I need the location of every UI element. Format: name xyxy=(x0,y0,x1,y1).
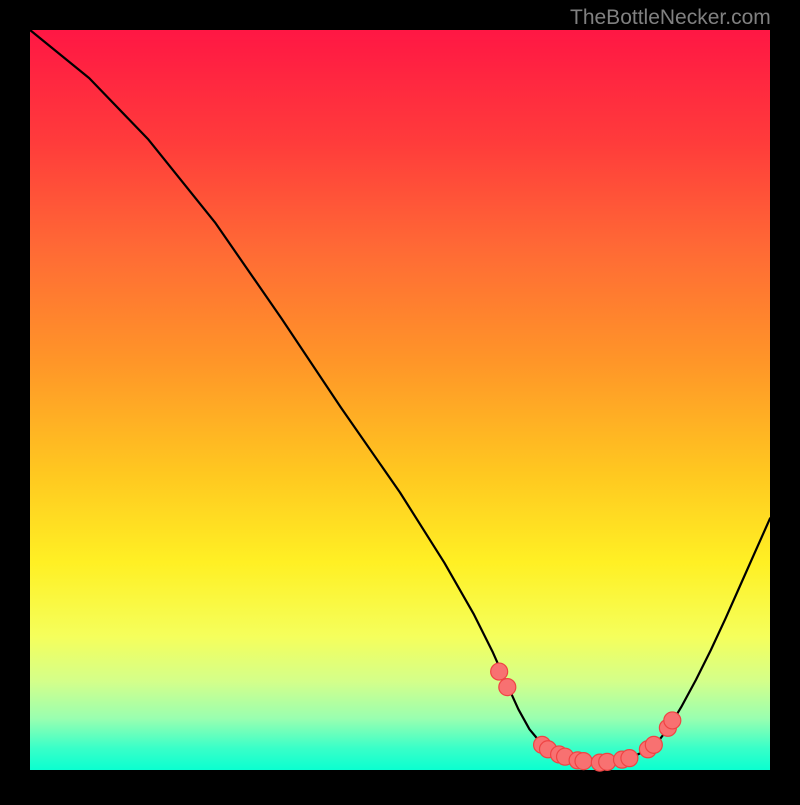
marker-point xyxy=(575,753,592,770)
bottleneck-chart xyxy=(0,0,800,800)
marker-point xyxy=(621,750,638,767)
marker-point xyxy=(645,736,662,753)
watermark-text: TheBottleNecker.com xyxy=(570,6,771,30)
gradient-background xyxy=(30,30,770,770)
marker-point xyxy=(499,679,516,696)
marker-point xyxy=(664,712,681,729)
marker-point xyxy=(491,663,508,680)
marker-point xyxy=(599,753,616,770)
